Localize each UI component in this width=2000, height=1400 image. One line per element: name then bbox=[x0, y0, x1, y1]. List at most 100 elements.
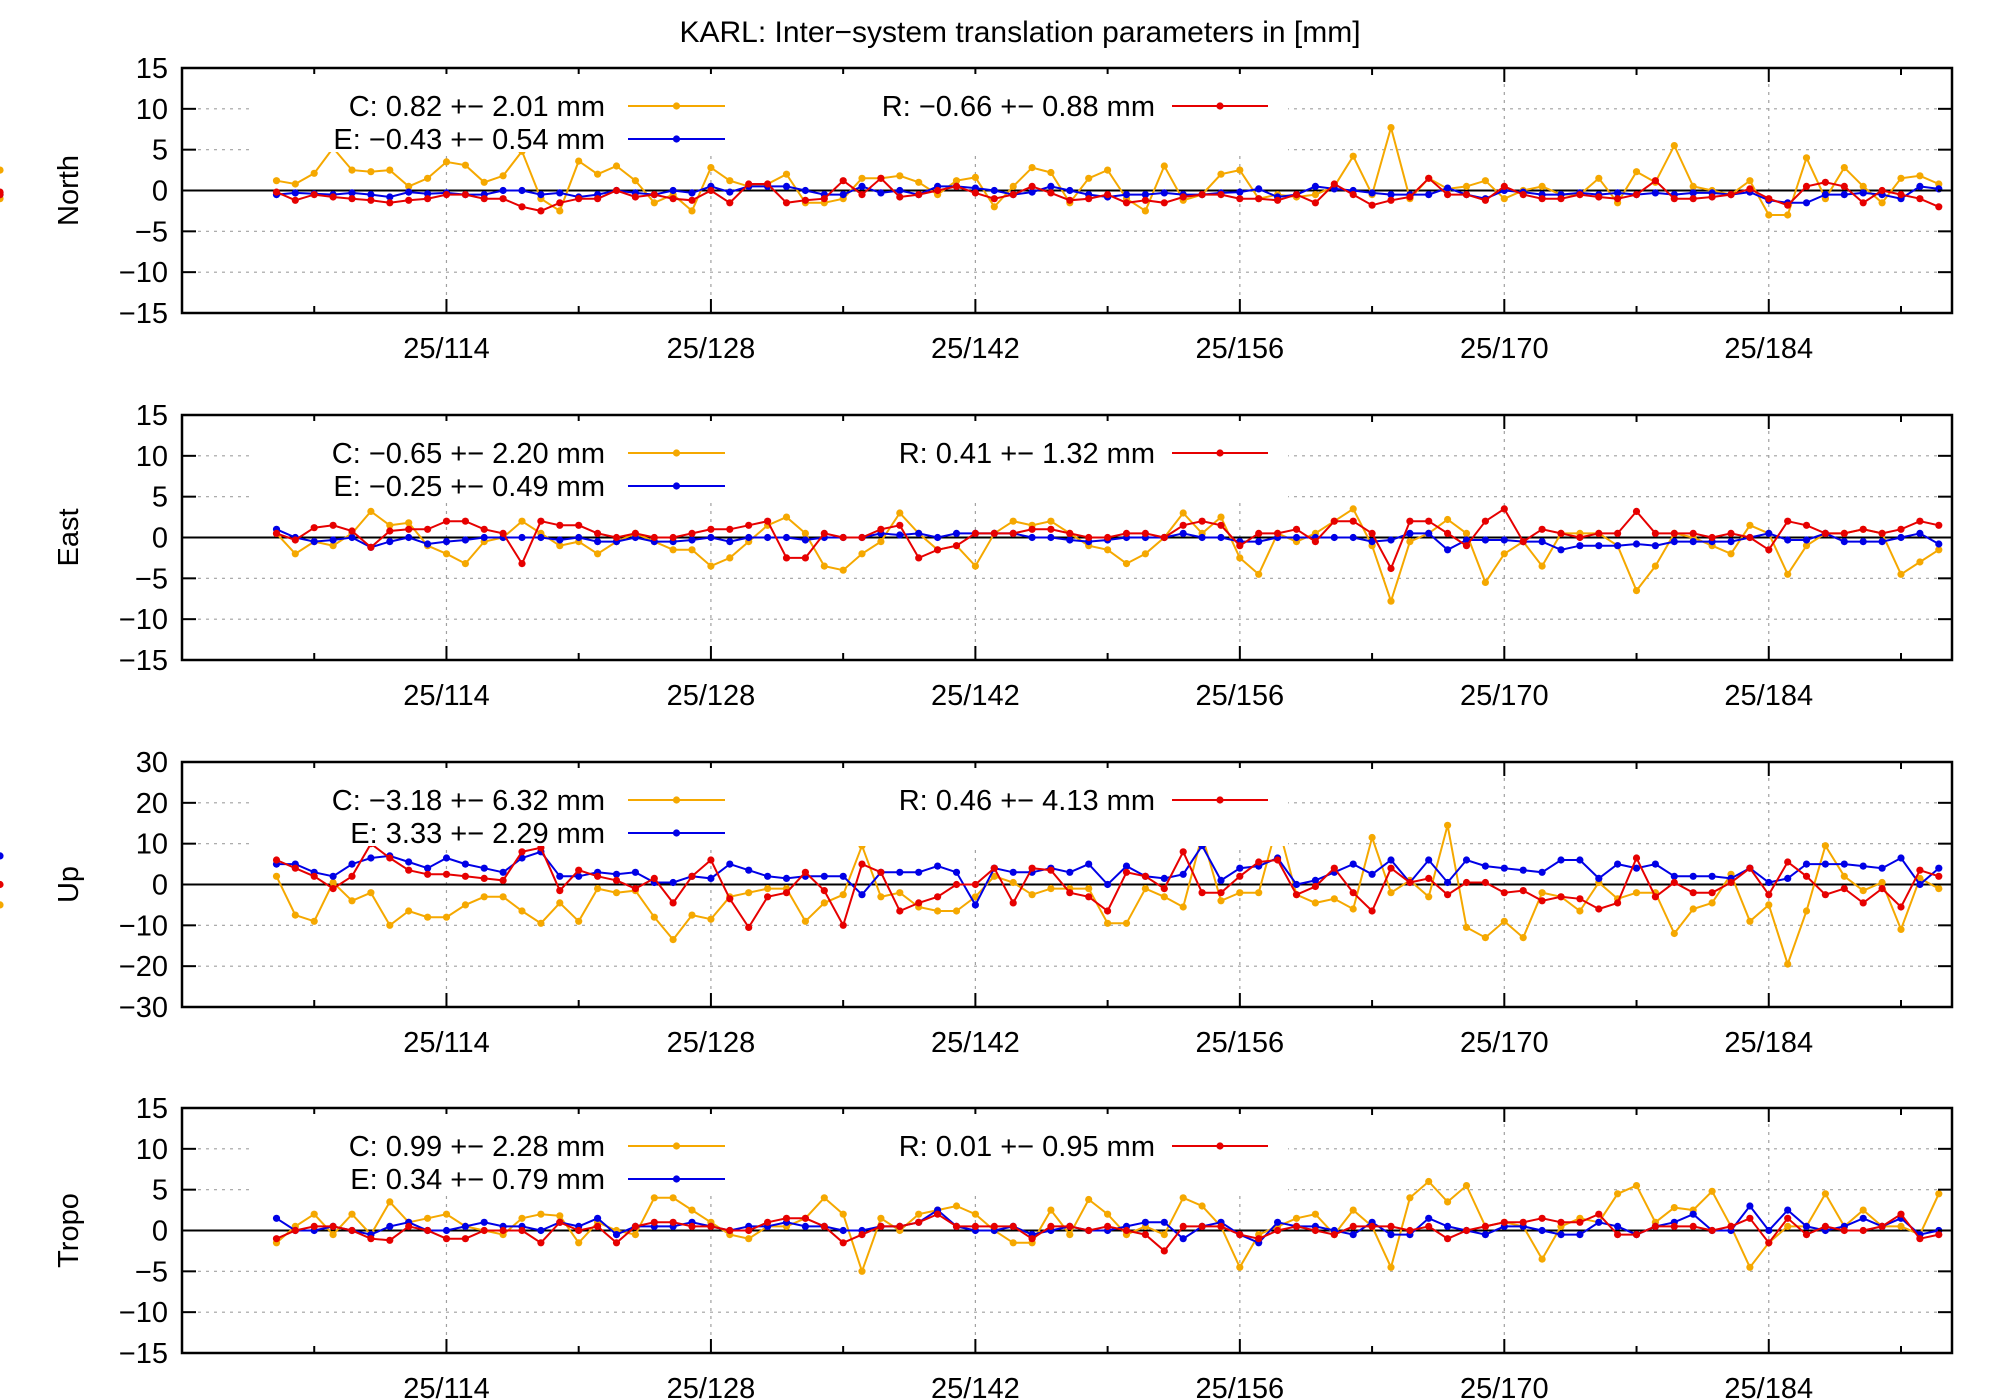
data-point-R bbox=[367, 196, 375, 204]
data-point-E bbox=[1236, 188, 1244, 196]
data-point-C bbox=[915, 1210, 923, 1218]
data-point-C bbox=[386, 166, 394, 174]
data-point-E bbox=[1935, 540, 1943, 548]
data-point-C bbox=[1481, 177, 1489, 185]
data-point-C bbox=[1028, 891, 1036, 899]
legend-marker-R bbox=[1216, 449, 1224, 457]
data-point-C bbox=[726, 177, 734, 185]
data-point-C bbox=[499, 172, 507, 180]
data-point-E bbox=[669, 878, 677, 887]
data-point-C bbox=[1500, 917, 1508, 925]
data-point-R bbox=[1179, 1222, 1187, 1230]
x-tick-label: 25/156 bbox=[1195, 680, 1284, 712]
data-point-E bbox=[1481, 862, 1489, 870]
data-point-C bbox=[820, 899, 828, 907]
data-point-R bbox=[1198, 889, 1206, 897]
data-point-R bbox=[934, 1210, 942, 1218]
series-R bbox=[0, 174, 1943, 215]
data-point-C bbox=[1104, 546, 1112, 554]
data-point-R bbox=[1047, 1222, 1055, 1230]
data-point-C bbox=[1935, 885, 1943, 893]
data-point-E bbox=[1179, 870, 1187, 878]
data-point-R bbox=[461, 517, 469, 525]
data-point-C bbox=[612, 162, 621, 170]
data-point-E bbox=[329, 536, 337, 544]
data-point-R bbox=[1595, 193, 1603, 201]
data-point-R bbox=[1198, 191, 1206, 199]
data-point-C bbox=[1935, 546, 1943, 554]
data-point-E bbox=[348, 533, 356, 542]
data-point-R bbox=[1330, 864, 1338, 872]
data-point-E bbox=[1784, 1206, 1792, 1214]
data-point-E bbox=[688, 189, 696, 197]
data-point-C bbox=[1878, 199, 1886, 207]
data-point-E bbox=[1349, 860, 1357, 868]
data-point-C bbox=[310, 169, 318, 177]
data-point-R bbox=[688, 872, 696, 880]
data-point-C bbox=[1859, 182, 1867, 190]
data-point-E bbox=[1651, 860, 1659, 868]
data-point-E bbox=[707, 533, 715, 542]
data-point-R bbox=[1859, 899, 1867, 907]
data-point-C bbox=[442, 1210, 451, 1218]
data-point-E bbox=[367, 854, 375, 862]
data-point-R bbox=[631, 1222, 640, 1230]
data-point-R bbox=[272, 856, 281, 864]
data-point-C bbox=[896, 889, 904, 897]
data-point-C bbox=[1028, 164, 1036, 172]
data-point-E bbox=[594, 1214, 602, 1222]
data-point-R bbox=[480, 1226, 488, 1235]
legend: C: 0.99 +− 2.28 mmE: 0.34 +− 0.79 mm R: 0… bbox=[250, 1114, 1288, 1196]
data-point-R bbox=[1746, 864, 1754, 872]
data-point-R bbox=[782, 1214, 791, 1222]
data-point-R bbox=[1217, 889, 1225, 897]
data-point-C bbox=[1632, 889, 1641, 897]
data-point-C bbox=[1614, 1190, 1622, 1198]
data-point-R bbox=[575, 866, 583, 874]
data-point-R bbox=[934, 186, 942, 195]
data-point-R bbox=[499, 1226, 507, 1235]
data-point-R bbox=[1160, 1247, 1168, 1255]
data-point-C bbox=[329, 1231, 337, 1239]
data-point-R bbox=[575, 521, 583, 529]
data-point-E bbox=[612, 1231, 621, 1239]
data-point-C bbox=[1821, 842, 1829, 850]
data-point-R bbox=[1897, 525, 1905, 533]
data-point-E bbox=[1292, 880, 1301, 889]
data-point-C bbox=[669, 1194, 677, 1202]
data-point-R bbox=[424, 525, 432, 533]
data-point-E bbox=[1255, 538, 1263, 546]
data-point-E bbox=[442, 538, 451, 546]
data-point-R bbox=[990, 864, 998, 872]
data-point-E bbox=[1425, 529, 1433, 538]
data-point-C bbox=[688, 546, 696, 554]
data-point-R bbox=[1085, 195, 1093, 203]
data-point-E bbox=[1444, 1222, 1452, 1230]
data-point-C bbox=[405, 182, 413, 190]
series-E bbox=[0, 182, 1943, 207]
data-point-C bbox=[1009, 878, 1017, 887]
data-point-R bbox=[1746, 533, 1754, 542]
data-point-E bbox=[1387, 191, 1395, 199]
data-point-R bbox=[1765, 195, 1773, 203]
data-point-E bbox=[1292, 533, 1301, 542]
data-point-C bbox=[1538, 1255, 1546, 1263]
x-tick-label: 25/170 bbox=[1460, 1373, 1549, 1400]
legend-label-E: E: −0.25 +− 0.49 mm bbox=[333, 471, 605, 503]
data-point-R bbox=[1784, 517, 1792, 525]
data-point-E bbox=[1916, 880, 1924, 889]
data-point-R bbox=[1292, 525, 1301, 533]
data-point-E bbox=[0, 852, 4, 860]
data-point-C bbox=[820, 1194, 828, 1202]
data-point-C bbox=[1311, 1210, 1319, 1218]
data-point-R bbox=[556, 887, 564, 895]
data-point-R bbox=[310, 524, 318, 532]
data-point-C bbox=[1784, 211, 1792, 219]
legend-label-E: E: 3.33 +− 2.29 mm bbox=[350, 818, 605, 850]
data-point-R bbox=[1425, 174, 1433, 182]
data-point-R bbox=[1878, 885, 1886, 893]
data-point-C bbox=[707, 164, 715, 172]
data-point-R bbox=[839, 177, 847, 185]
data-point-R bbox=[1784, 858, 1792, 866]
data-point-C bbox=[650, 199, 658, 207]
